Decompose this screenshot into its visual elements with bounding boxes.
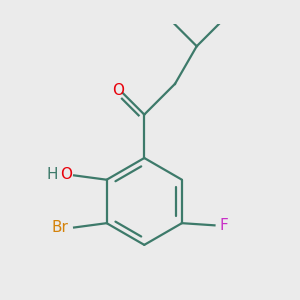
Text: H: H — [46, 167, 58, 182]
Text: F: F — [219, 218, 228, 233]
Text: Br: Br — [52, 220, 68, 235]
Text: O: O — [60, 167, 72, 182]
Text: O: O — [112, 83, 124, 98]
